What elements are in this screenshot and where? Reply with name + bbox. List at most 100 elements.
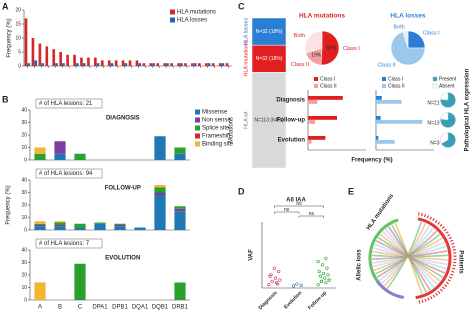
data-point bbox=[268, 274, 272, 278]
y-tick-label: 20 bbox=[21, 202, 27, 208]
category-label: N=3 bbox=[430, 140, 440, 146]
data-point bbox=[272, 266, 276, 270]
y-tick-label: 40 bbox=[21, 177, 27, 183]
legend-label: HLA mutations bbox=[177, 10, 216, 16]
bar bbox=[135, 60, 139, 66]
bar bbox=[107, 60, 111, 66]
data-point bbox=[324, 281, 328, 285]
bar bbox=[96, 63, 100, 66]
slice-label: Class I bbox=[343, 46, 360, 52]
bracket bbox=[274, 205, 324, 208]
slice-label: Both bbox=[393, 25, 404, 31]
patient-tick bbox=[448, 276, 453, 279]
facet-title: EVOLUTION bbox=[105, 256, 140, 262]
bracket bbox=[298, 215, 324, 218]
patient-tick bbox=[439, 288, 443, 292]
y-axis-label: Frequency (%) bbox=[7, 18, 13, 57]
bar-segment bbox=[54, 221, 66, 223]
panel-title: Pathological HLA expression bbox=[465, 68, 471, 151]
group-label: Allelic loss bbox=[357, 249, 363, 281]
bar bbox=[80, 57, 83, 66]
bar bbox=[204, 63, 208, 66]
x-tick-label: DPA1 bbox=[92, 305, 108, 311]
bar-segment bbox=[154, 192, 166, 195]
bracket bbox=[274, 211, 300, 214]
annotation-box bbox=[35, 238, 103, 249]
patient-tick bbox=[447, 233, 451, 237]
annotation: ns bbox=[309, 211, 315, 217]
bar-segment bbox=[114, 225, 126, 227]
annotation: # of HLA lesions: 21 bbox=[39, 101, 93, 107]
y-tick-label: 20 bbox=[21, 272, 27, 278]
bar bbox=[31, 38, 35, 66]
patient-tick bbox=[453, 252, 457, 254]
bar bbox=[308, 140, 312, 144]
patient-tick bbox=[452, 264, 456, 267]
bar-segment bbox=[114, 226, 126, 230]
ring-arc bbox=[376, 280, 404, 299]
data-point bbox=[295, 282, 299, 286]
y-tick-label: 40 bbox=[21, 247, 27, 253]
facet-title: DIAGNOSIS bbox=[106, 116, 140, 122]
bar bbox=[184, 63, 187, 66]
data-point bbox=[326, 273, 330, 277]
y-tick-label: 20 bbox=[21, 132, 27, 138]
bar-segment bbox=[34, 223, 46, 225]
bar bbox=[149, 63, 153, 66]
bar bbox=[94, 57, 97, 66]
annotation-box bbox=[35, 98, 103, 109]
patient-tick bbox=[423, 213, 427, 218]
patient-tick bbox=[453, 255, 457, 257]
data-point bbox=[325, 266, 329, 270]
panel-letter: C bbox=[238, 1, 245, 11]
annotation: # of HLA lesions: 94 bbox=[39, 171, 93, 177]
x-tick-label: DQA1 bbox=[132, 305, 149, 311]
annotation: # of HLA lesions: 7 bbox=[39, 241, 90, 247]
bar-segment bbox=[134, 227, 146, 230]
patient-tick bbox=[435, 292, 438, 296]
annotation: ns bbox=[296, 201, 302, 207]
bar bbox=[308, 116, 337, 120]
pie-slice bbox=[402, 30, 409, 49]
y-tick-label: 30 bbox=[21, 260, 27, 266]
legend-label: HLA losses bbox=[177, 18, 207, 24]
pie-title: HLA losses bbox=[390, 13, 426, 20]
pie-slice bbox=[320, 30, 340, 66]
bar bbox=[211, 63, 215, 66]
bar bbox=[27, 63, 31, 66]
category-label: Diagnosis bbox=[276, 98, 305, 104]
series-label: HLA mutations bbox=[243, 41, 249, 77]
category-label: N=21 bbox=[427, 100, 439, 106]
legend-swatch bbox=[195, 109, 200, 115]
chart-title: All IAA bbox=[286, 198, 306, 204]
patient-tick bbox=[451, 270, 455, 273]
column-segment bbox=[251, 17, 287, 46]
bar bbox=[177, 63, 180, 66]
bar bbox=[114, 60, 118, 66]
legend-label: Splice site bbox=[202, 126, 230, 132]
data-point bbox=[278, 278, 282, 282]
bar bbox=[308, 100, 318, 104]
bar bbox=[138, 63, 142, 66]
y-tick-label: 5 bbox=[18, 49, 21, 55]
legend-swatch bbox=[170, 9, 175, 15]
bar bbox=[66, 54, 69, 66]
x-tick-label: DPB1 bbox=[112, 305, 128, 311]
patient-tick bbox=[453, 261, 457, 264]
slice-label: Both bbox=[294, 33, 305, 39]
bar bbox=[34, 60, 38, 66]
bar-segment bbox=[94, 222, 106, 224]
data-point bbox=[291, 284, 296, 288]
series-label: HLA wt bbox=[243, 111, 249, 129]
bar bbox=[218, 63, 222, 66]
x-tick-label: Diagnosis bbox=[258, 290, 279, 311]
panel-letter: E bbox=[348, 186, 354, 196]
bar bbox=[82, 63, 86, 66]
data-point bbox=[316, 283, 320, 287]
value-label: N=32 (18%) bbox=[256, 29, 283, 35]
legend-label: Missense bbox=[202, 110, 228, 116]
bar bbox=[221, 63, 225, 66]
bar-segment bbox=[174, 208, 186, 212]
legend-swatch bbox=[432, 76, 438, 82]
